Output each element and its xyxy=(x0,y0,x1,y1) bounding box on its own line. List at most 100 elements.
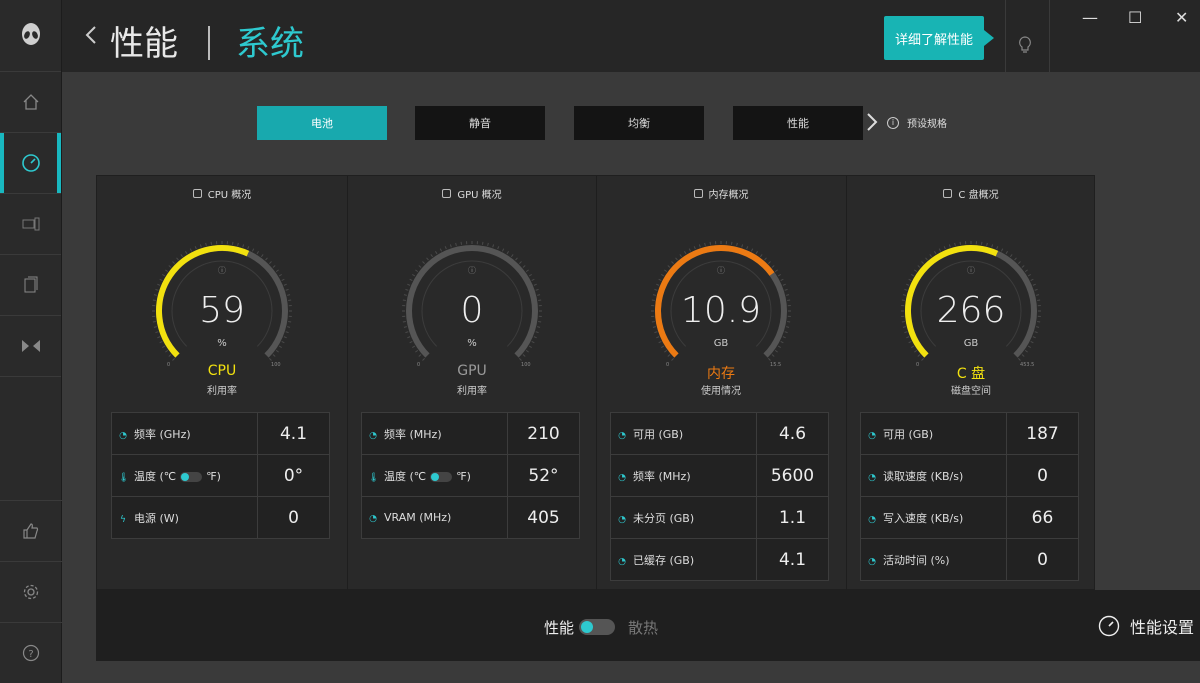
gauge-tick xyxy=(444,246,447,250)
gauge-tick xyxy=(275,349,279,353)
mode-battery-button[interactable]: 电池 xyxy=(257,106,387,140)
gauge-tick xyxy=(403,294,407,296)
column-divider xyxy=(596,176,597,591)
alien-logo[interactable] xyxy=(0,0,61,72)
gauge-tick xyxy=(679,254,683,258)
gauge-caption: 磁盘空间 xyxy=(951,386,991,397)
stat-label: 频率 (GHz) xyxy=(134,427,191,441)
gauge-tick xyxy=(287,326,291,328)
gauge-tick xyxy=(269,358,272,361)
sidebar-item-home[interactable] xyxy=(0,72,61,133)
gauge-tick xyxy=(777,273,781,277)
footer-bar: 性能 散热 性能设置 xyxy=(96,590,1200,661)
fx-icon xyxy=(21,340,40,352)
minimize-button[interactable]: — xyxy=(1082,8,1098,27)
info-icon[interactable]: ⓘ xyxy=(468,266,476,275)
sidebar-item-devices[interactable] xyxy=(0,194,61,255)
performance-settings-button[interactable]: 性能设置 xyxy=(1098,614,1194,638)
stat-value: 1.1 xyxy=(756,496,829,539)
stat-label: 可用 (GB) xyxy=(883,427,934,441)
preset-specs-link[interactable]: i 预设规格 xyxy=(887,115,947,130)
title-separator xyxy=(208,26,210,60)
perf-cool-toggle[interactable] xyxy=(579,619,615,635)
gauge-tick xyxy=(911,273,915,277)
stat-value: 4.1 xyxy=(257,412,330,455)
tips-button[interactable] xyxy=(1018,36,1032,58)
gauge-tick xyxy=(938,248,942,252)
gauge-tick xyxy=(199,244,202,248)
info-icon[interactable]: ⓘ xyxy=(967,266,975,275)
stat-value: 187 xyxy=(1006,412,1079,455)
gauge xyxy=(402,241,542,361)
learn-more-button[interactable]: 详细了解性能 xyxy=(884,16,994,60)
gauge-tick xyxy=(278,273,282,277)
gauge-tick xyxy=(1032,283,1036,286)
sidebar-item-settings[interactable] xyxy=(0,561,62,622)
thumbs-up-icon xyxy=(23,523,39,539)
gauge-tick xyxy=(759,254,763,258)
gpu-card: GPU 概况 ⓘ 0% GPU 利用率 0 100 ◔ 频率 (MHz) 210 🌡 温度 (℃ ℉) 5… xyxy=(347,176,597,591)
sidebar-item-library[interactable] xyxy=(0,255,61,316)
sidebar-item-fx[interactable] xyxy=(0,316,61,377)
cooling-mode-label: 散热 xyxy=(628,619,659,637)
gauge-tick xyxy=(510,254,514,258)
gear-icon xyxy=(23,584,39,600)
card-title: 内存概况 xyxy=(596,186,846,201)
gauge-tick xyxy=(407,336,411,339)
gauge-tick xyxy=(996,246,999,250)
mode-balanced-button[interactable]: 均衡 xyxy=(574,106,704,140)
stat-label-cell: ◔ 未分页 (GB) xyxy=(610,496,757,539)
mode-quiet-button[interactable]: 静音 xyxy=(415,106,545,140)
card-title: C 盘概况 xyxy=(846,186,1096,201)
mode-performance-button[interactable]: 性能 xyxy=(733,106,863,140)
gauge-tick xyxy=(1000,248,1004,252)
table-row: ◔ 已缓存 (GB) 4.1 xyxy=(610,538,829,581)
gauge-tick xyxy=(155,288,159,291)
gauge-tick xyxy=(1027,273,1031,277)
info-icon[interactable]: ⓘ xyxy=(717,266,725,275)
maximize-button[interactable]: ☐ xyxy=(1128,8,1143,27)
gauge-tick xyxy=(528,273,532,277)
temperature-unit-toggle[interactable] xyxy=(180,471,203,482)
gauge-name: GPU xyxy=(457,363,487,379)
info-icon[interactable]: ⓘ xyxy=(218,266,226,275)
disk-card: C 盘概况 ⓘ 266 GB C 盘磁盘空间 0 453.5 ◔ 可用 (GB) 187 ◔ 读取速度… xyxy=(846,176,1096,591)
gauge-inner-ring xyxy=(421,260,523,347)
gauge-tick xyxy=(522,354,526,357)
gauge-icon: ◔ xyxy=(618,556,626,567)
page-title: 性能 xyxy=(110,24,178,64)
stat-value: 210 xyxy=(507,412,580,455)
sidebar-item-feedback[interactable] xyxy=(0,500,62,561)
table-row: ◔ VRAM (MHz) 405 xyxy=(361,496,580,539)
gauge-tick xyxy=(784,331,788,334)
gauge-tick xyxy=(667,265,671,268)
gauge-tick xyxy=(528,345,532,349)
gauge-tick xyxy=(176,257,179,261)
gauge-tick xyxy=(535,331,539,334)
gauge-tick xyxy=(153,326,157,328)
gauge-tick xyxy=(784,288,788,291)
gauge-value: 10.9 xyxy=(680,290,762,331)
gauge-tick xyxy=(921,261,924,264)
gauge-icon: ◔ xyxy=(618,514,626,525)
header-divider xyxy=(1005,0,1006,72)
temperature-unit-toggle[interactable] xyxy=(430,471,453,482)
gauge-tick xyxy=(519,261,522,264)
modes-next-button[interactable] xyxy=(866,112,878,136)
gauge-tick xyxy=(157,336,161,339)
sidebar-item-performance[interactable] xyxy=(0,133,61,194)
close-button[interactable]: ✕ xyxy=(1175,8,1189,27)
sidebar: ? xyxy=(0,0,62,683)
gauge-tick xyxy=(780,278,784,282)
gauge-tick xyxy=(272,354,276,357)
gauge-min-label: 0 xyxy=(915,362,920,369)
gauge-tick xyxy=(908,278,912,282)
gauge-tick xyxy=(675,257,678,261)
stat-label: 写入速度 (KB/s) xyxy=(883,511,964,525)
gauge-tick xyxy=(943,246,946,250)
sidebar-item-help[interactable]: ? xyxy=(0,622,62,683)
gauge-icon: ◔ xyxy=(618,472,626,483)
gauge-tick xyxy=(269,261,272,264)
gauge-tick xyxy=(531,278,535,282)
back-button[interactable] xyxy=(84,24,98,50)
